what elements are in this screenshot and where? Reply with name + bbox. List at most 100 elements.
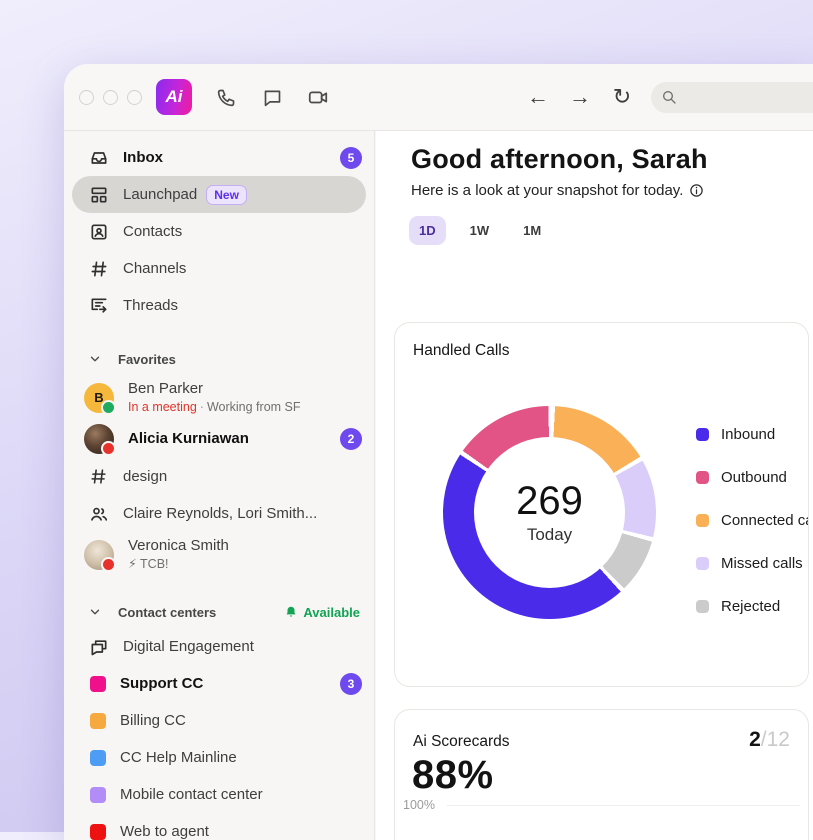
person-texts: Ben Parker In a meeting · Working from SF (128, 380, 362, 416)
legend-swatch (696, 513, 709, 527)
contacts-icon (88, 221, 109, 242)
person-name: Veronica Smith (128, 536, 229, 554)
sidebar-item-threads[interactable]: Threads (64, 287, 374, 324)
back-icon[interactable]: ← (527, 84, 549, 109)
nav-group: ← → ↻ (525, 81, 813, 113)
refresh-icon[interactable]: ↻ (612, 84, 632, 109)
sidebar-item-label: Launchpad (123, 186, 198, 203)
search-input[interactable] (684, 88, 798, 106)
legend-label: Outbound (721, 468, 787, 486)
cc-color-swatch (90, 675, 106, 692)
unread-badge: 2 (340, 428, 362, 450)
people-icon (88, 503, 109, 524)
range-tabs: 1D 1W 1M (409, 216, 813, 245)
info-icon[interactable] (689, 183, 704, 198)
phone-icon[interactable] (214, 85, 238, 109)
count-current: 2 (749, 728, 761, 751)
legend-item[interactable]: Connected calls (696, 512, 808, 529)
sidebar-item-label: Channels (123, 260, 187, 277)
sidebar: Inbox 5 Launchpad New Contacts Channels (64, 131, 375, 840)
status-separator: · (199, 399, 204, 414)
status-secondary: Working from SF (206, 399, 301, 414)
new-badge: New (206, 184, 247, 205)
sidebar-item-launchpad[interactable]: Launchpad New (72, 176, 366, 213)
favorite-ben-parker[interactable]: B Ben Parker In a meeting · Working from S… (64, 375, 374, 420)
donut-total: 269 (516, 479, 583, 523)
count-total: /12 (760, 728, 790, 751)
threads-icon (88, 295, 109, 316)
favorites-label: Favorites (118, 351, 176, 367)
legend-label: Inbound (721, 425, 776, 443)
donut-center: 269 Today (474, 437, 625, 588)
search-bar[interactable] (651, 81, 813, 113)
legend-swatch (696, 556, 709, 570)
bell-icon (286, 606, 296, 617)
cc-color-swatch (90, 749, 106, 766)
status-dot-busy (101, 556, 116, 572)
person-texts: Veronica Smith ⚡ TCB! (128, 537, 362, 573)
window-control-close[interactable] (79, 89, 94, 105)
person-status: In a meeting · Working from SF (128, 400, 301, 414)
top-bar: Ai ← → ↻ (64, 64, 813, 131)
search-icon (663, 91, 676, 104)
tab-1w[interactable]: 1W (469, 223, 490, 238)
contact-centers-header[interactable]: Contact centers Available (64, 602, 374, 622)
sidebar-item-label: Billing CC (120, 712, 186, 729)
tab-1m[interactable]: 1M (523, 223, 542, 238)
sidebar-item-label: Contacts (123, 223, 183, 240)
person-name: Ben Parker (128, 379, 204, 397)
tab-1d[interactable]: 1D (409, 216, 446, 245)
video-icon[interactable] (306, 85, 330, 109)
avatar (84, 539, 116, 572)
handled-calls-donut: 269 Today (443, 406, 656, 619)
status-text: TCB! (140, 556, 169, 571)
sidebar-item-label: Threads (123, 297, 179, 314)
cc-item-mobile-contact-center[interactable]: Mobile contact center (64, 776, 374, 813)
cc-item-web-to-agent[interactable]: Web to agent (64, 813, 374, 840)
launchpad-icon (88, 184, 109, 205)
chevron-down-icon (90, 609, 100, 615)
legend-item[interactable]: Rejected (696, 598, 808, 615)
inbox-badge: 5 (340, 146, 362, 169)
legend-swatch (696, 427, 709, 441)
cc-item-support-cc[interactable]: Support CC 3 (64, 665, 374, 702)
y-axis-label-100: 100% (403, 798, 435, 812)
legend-item[interactable]: Outbound (696, 468, 808, 486)
app-logo-text: Ai (165, 87, 183, 106)
sidebar-item-channels[interactable]: Channels (64, 250, 374, 287)
sidebar-item-label: design (123, 468, 168, 485)
app-logo[interactable]: Ai (156, 79, 192, 115)
favorite-alicia-kurniawan[interactable]: Alicia Kurniawan 2 (64, 420, 374, 458)
chat-icon[interactable] (260, 85, 284, 109)
favorites-header[interactable]: Favorites (64, 349, 374, 369)
inbox-icon (88, 147, 109, 168)
scorecards-count: 2/12 (749, 728, 790, 752)
status-dot-busy (101, 441, 116, 456)
sidebar-item-inbox[interactable]: Inbox 5 (64, 139, 374, 176)
cc-color-swatch (90, 712, 106, 729)
scorecards-score: 88% (412, 753, 494, 797)
favorite-veronica-smith[interactable]: Veronica Smith ⚡ TCB! (64, 532, 374, 577)
sidebar-item-label: Claire Reynolds, Lori Smith... (123, 505, 318, 522)
legend-item[interactable]: Inbound (696, 425, 808, 443)
window-controls[interactable] (79, 89, 142, 105)
cc-item-cc-help-mainline[interactable]: CC Help Mainline (64, 739, 374, 776)
sidebar-item-contacts[interactable]: Contacts (64, 213, 374, 250)
sidebar-item-label: Mobile contact center (120, 786, 263, 803)
window-control-minimize[interactable] (103, 89, 118, 105)
digital-engagement-icon (88, 636, 109, 657)
forward-icon[interactable]: → (569, 84, 591, 109)
card-title: Ai Scorecards (413, 733, 510, 750)
status-dot-available (101, 399, 116, 415)
sidebar-item-label: Inbox (123, 149, 163, 166)
cc-badge: 3 (340, 672, 362, 695)
cc-color-swatch (90, 786, 106, 803)
availability-status[interactable]: Available (284, 605, 360, 620)
cc-item-billing-cc[interactable]: Billing CC (64, 702, 374, 739)
favorite-group-claire-lori[interactable]: Claire Reynolds, Lori Smith... (64, 495, 374, 532)
window-control-zoom[interactable] (127, 89, 142, 105)
hash-icon (88, 258, 109, 279)
cc-item-digital-engagement[interactable]: Digital Engagement (64, 628, 374, 665)
favorite-channel-design[interactable]: design (64, 458, 374, 495)
legend-item[interactable]: Missed calls (696, 555, 808, 572)
